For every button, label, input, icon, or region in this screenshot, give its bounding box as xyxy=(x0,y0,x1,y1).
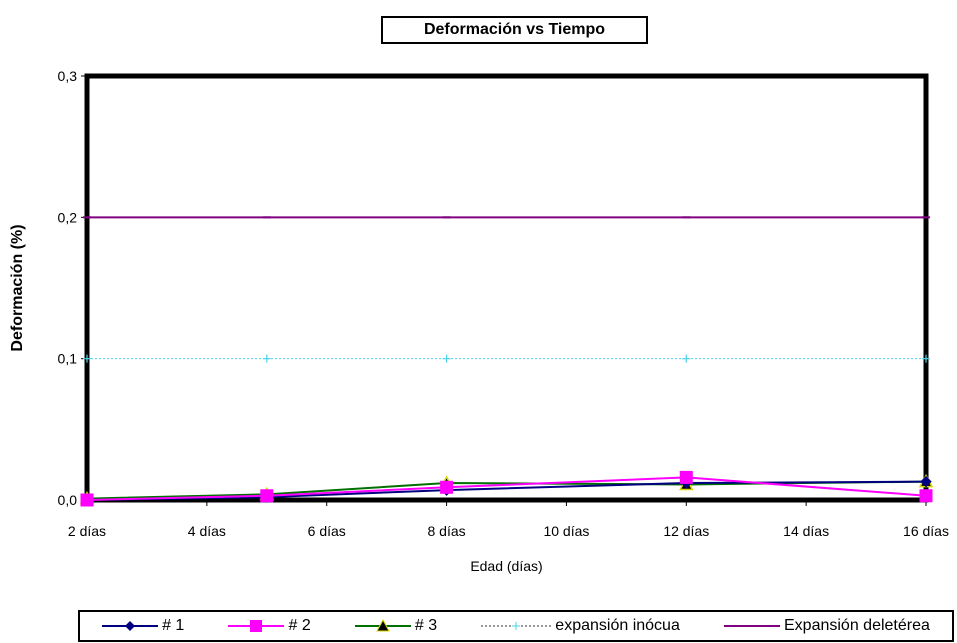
data-point-series-2 xyxy=(440,480,454,494)
x-tick-label: 4 días xyxy=(188,523,226,539)
legend-swatch-1 xyxy=(102,621,159,631)
x-tick-label: 14 días xyxy=(783,523,829,539)
y-axis-label: Deformación (%) xyxy=(9,224,26,351)
legend-item-2: # 2 xyxy=(228,617,311,635)
x-tick-label: 10 días xyxy=(543,523,589,539)
data-point-series-4 xyxy=(682,354,691,363)
x-tick-label: 12 días xyxy=(663,523,709,539)
x-axis-label: Edad (días) xyxy=(470,558,542,574)
legend-label: Expansión deletérea xyxy=(784,617,930,634)
data-point-series-4 xyxy=(922,354,930,363)
x-tick-label: 2 días xyxy=(68,523,106,539)
data-point-series-2 xyxy=(260,489,274,503)
legend-label: expansión inócua xyxy=(555,617,680,634)
legend-item-1: # 1 xyxy=(102,617,184,635)
y-tick-label: 0,1 xyxy=(58,351,78,367)
legend-label: # 1 xyxy=(162,617,185,634)
legend-label: # 3 xyxy=(414,617,438,634)
legend-item-5: Expansión deletérea xyxy=(724,617,930,635)
data-point-series-4 xyxy=(83,354,91,363)
data-point-series-2 xyxy=(679,470,693,484)
legend-swatch-3 xyxy=(354,618,411,632)
legend-marker xyxy=(512,622,521,630)
y-tick-label: 0,0 xyxy=(58,492,78,508)
legend-label: # 2 xyxy=(288,617,311,634)
x-tick-label: 6 días xyxy=(308,523,346,539)
legend-swatch-4 xyxy=(481,622,552,630)
data-point-series-2 xyxy=(80,493,94,507)
legend-marker xyxy=(125,621,136,631)
legend-item-3: # 3 xyxy=(354,617,438,635)
plot-area xyxy=(84,73,929,503)
legend-marker xyxy=(250,620,263,632)
data-point-series-4 xyxy=(442,354,451,363)
chart-legend: # 1 # 2 # 3 expansión inócua Expansión delet… xyxy=(78,610,954,642)
chart-title: Deformación vs Tiempo xyxy=(381,16,648,44)
legend-item-4: expansión inócua xyxy=(481,617,680,635)
data-point-series-2 xyxy=(919,489,933,503)
legend-marker xyxy=(376,618,390,632)
legend-swatch-5 xyxy=(724,625,780,627)
data-point-series-4 xyxy=(262,354,271,363)
x-tick-label: 8 días xyxy=(428,523,466,539)
x-tick-label: 16 días xyxy=(903,523,949,539)
data-point-series-1 xyxy=(920,475,932,488)
y-tick-label: 0,3 xyxy=(58,68,78,84)
y-tick-label: 0,2 xyxy=(58,209,78,225)
legend-swatch-2 xyxy=(228,620,285,632)
